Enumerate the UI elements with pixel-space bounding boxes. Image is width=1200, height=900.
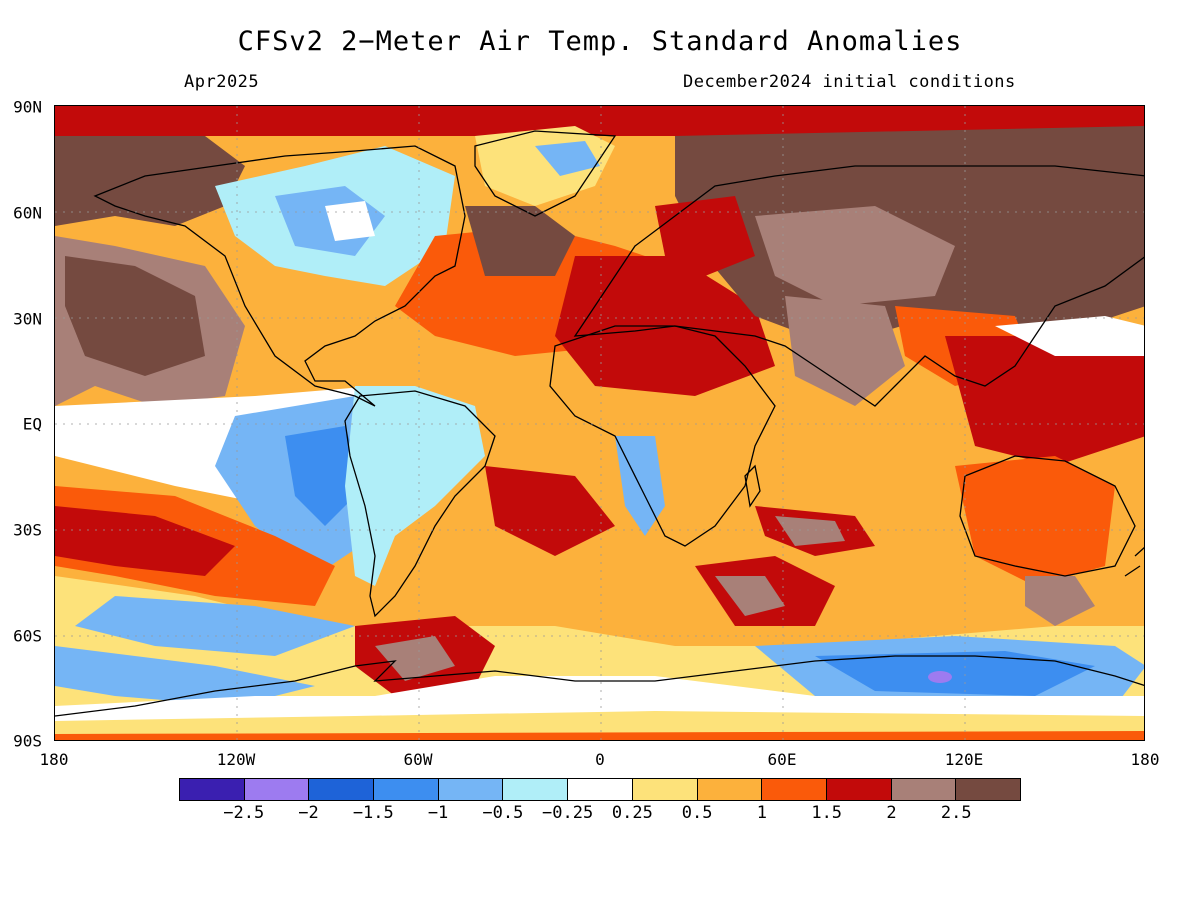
lon-label: 180	[39, 750, 69, 769]
colorbar-swatch	[891, 779, 957, 800]
anomaly-field	[55, 106, 1144, 740]
valid-month-label: Apr2025	[184, 72, 260, 92]
colorbar-swatch	[568, 779, 633, 800]
colorbar-swatch	[632, 779, 698, 800]
colorbar-swatch	[309, 779, 375, 800]
colorbar-tick-label: −2.5	[223, 803, 265, 823]
colorbar-tick-label: 0.5	[681, 803, 713, 823]
colorbar-tick-label: −1.5	[352, 803, 394, 823]
lon-label: 120W	[216, 750, 256, 769]
colorbar-swatch	[244, 779, 310, 800]
lon-label: 180	[1130, 750, 1160, 769]
lon-label: 120E	[944, 750, 984, 769]
colorbar-swatch	[503, 779, 569, 800]
lon-label: 60W	[403, 750, 433, 769]
colorbar-swatch	[374, 779, 439, 800]
colorbar-tick-label: −0.5	[482, 803, 524, 823]
lat-label: 30N	[13, 309, 42, 329]
colorbar	[179, 778, 1021, 801]
lat-label: 90N	[13, 97, 42, 117]
lon-label: 0	[595, 750, 605, 769]
colorbar-tick-label: 0.25	[611, 803, 653, 823]
colorbar-swatch	[826, 779, 892, 800]
gridlines	[55, 106, 1144, 740]
colorbar-tick-label: −1	[427, 803, 449, 823]
lon-label: 60E	[767, 750, 797, 769]
colorbar-swatch	[697, 779, 763, 800]
coastlines	[55, 130, 1144, 717]
lat-label: EQ	[22, 414, 42, 434]
lat-label: 60N	[13, 203, 42, 223]
colorbar-swatch	[956, 779, 1020, 800]
map-title: CFSv2 2−Meter Air Temp. Standard Anomali…	[237, 26, 963, 57]
lat-label: 90S	[13, 731, 42, 751]
colorbar-tick-label: −2	[298, 803, 319, 823]
lat-label: 30S	[13, 520, 42, 540]
colorbar-swatch	[180, 779, 245, 800]
colorbar-tick-label: 1	[756, 803, 768, 823]
anomaly-map	[54, 105, 1145, 741]
colorbar-tick-label: 1.5	[811, 803, 843, 823]
lat-label: 60S	[13, 626, 42, 646]
initial-conditions-label: December2024 initial conditions	[683, 72, 1016, 92]
colorbar-tick-label: 2	[886, 803, 897, 823]
colorbar-tick-label: 2.5	[940, 803, 972, 823]
colorbar-tick-label: −0.25	[542, 803, 594, 823]
colorbar-swatch	[762, 779, 827, 800]
colorbar-swatch	[438, 779, 504, 800]
